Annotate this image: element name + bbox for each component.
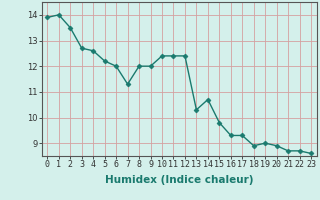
X-axis label: Humidex (Indice chaleur): Humidex (Indice chaleur): [105, 175, 253, 185]
